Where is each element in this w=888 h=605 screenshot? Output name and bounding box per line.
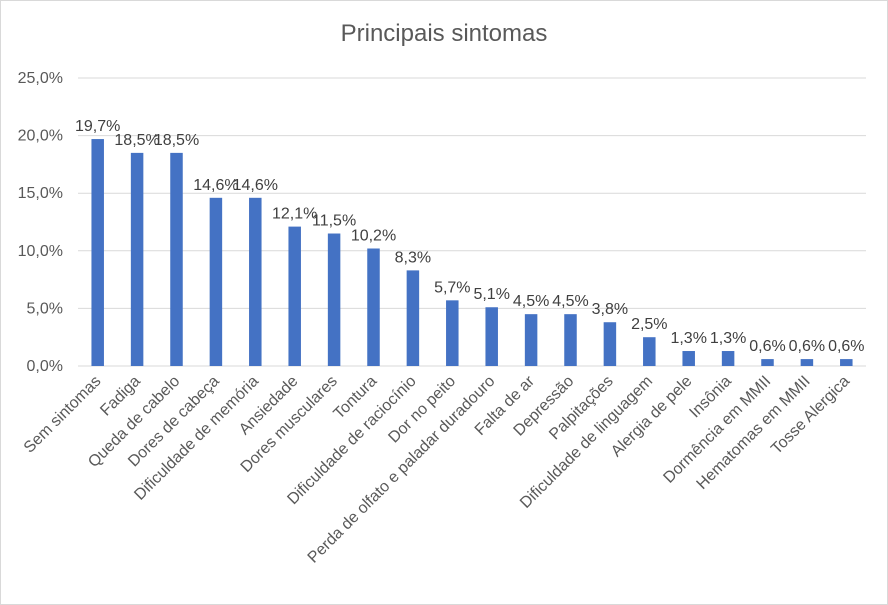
- data-label: 12,1%: [272, 206, 317, 223]
- data-label: 8,3%: [395, 249, 431, 266]
- data-label: 5,1%: [473, 286, 509, 303]
- data-label: 0,6%: [789, 338, 825, 355]
- data-label: 18,5%: [154, 132, 199, 149]
- bar: [170, 152, 183, 366]
- data-label: 4,5%: [513, 293, 549, 310]
- bar: [367, 248, 380, 366]
- bar: [721, 351, 735, 366]
- data-label: 4,5%: [552, 293, 588, 310]
- y-tick-label: 0,0%: [27, 358, 63, 375]
- bar: [564, 314, 577, 366]
- y-tick-label: 10,0%: [18, 243, 63, 260]
- bar: [603, 322, 617, 366]
- data-label: 0,6%: [749, 338, 785, 355]
- data-label: 19,7%: [75, 118, 120, 135]
- bar: [643, 337, 656, 366]
- bar: [406, 270, 420, 366]
- data-label: 2,5%: [631, 316, 667, 333]
- bar: [288, 226, 301, 366]
- data-label: 5,7%: [434, 279, 470, 296]
- data-label: 0,6%: [828, 338, 864, 355]
- x-tick-label: Sem sintomas: [21, 373, 105, 457]
- data-label: 18,5%: [114, 132, 159, 149]
- data-label: 3,8%: [592, 301, 628, 318]
- bar: [91, 139, 104, 366]
- bar: [249, 197, 262, 366]
- bar: [209, 197, 223, 366]
- chart-title: Principais sintomas: [340, 20, 548, 47]
- y-tick-label: 20,0%: [18, 128, 63, 145]
- bar: [524, 314, 538, 366]
- bar: [130, 152, 144, 366]
- bar: [682, 351, 695, 366]
- data-label: 14,6%: [193, 177, 238, 194]
- bar: [327, 233, 341, 366]
- y-tick-label: 25,0%: [18, 70, 63, 87]
- data-label: 1,3%: [670, 330, 706, 347]
- data-label: 14,6%: [233, 177, 278, 194]
- bar: [840, 359, 853, 366]
- bar: [761, 359, 774, 366]
- y-tick-label: 5,0%: [27, 300, 63, 317]
- data-label: 10,2%: [351, 227, 396, 244]
- bar: [485, 307, 498, 366]
- bar: [446, 300, 459, 366]
- y-tick-label: 15,0%: [18, 185, 63, 202]
- data-label: 11,5%: [312, 213, 356, 230]
- data-label: 1,3%: [710, 330, 746, 347]
- bar: [800, 359, 814, 366]
